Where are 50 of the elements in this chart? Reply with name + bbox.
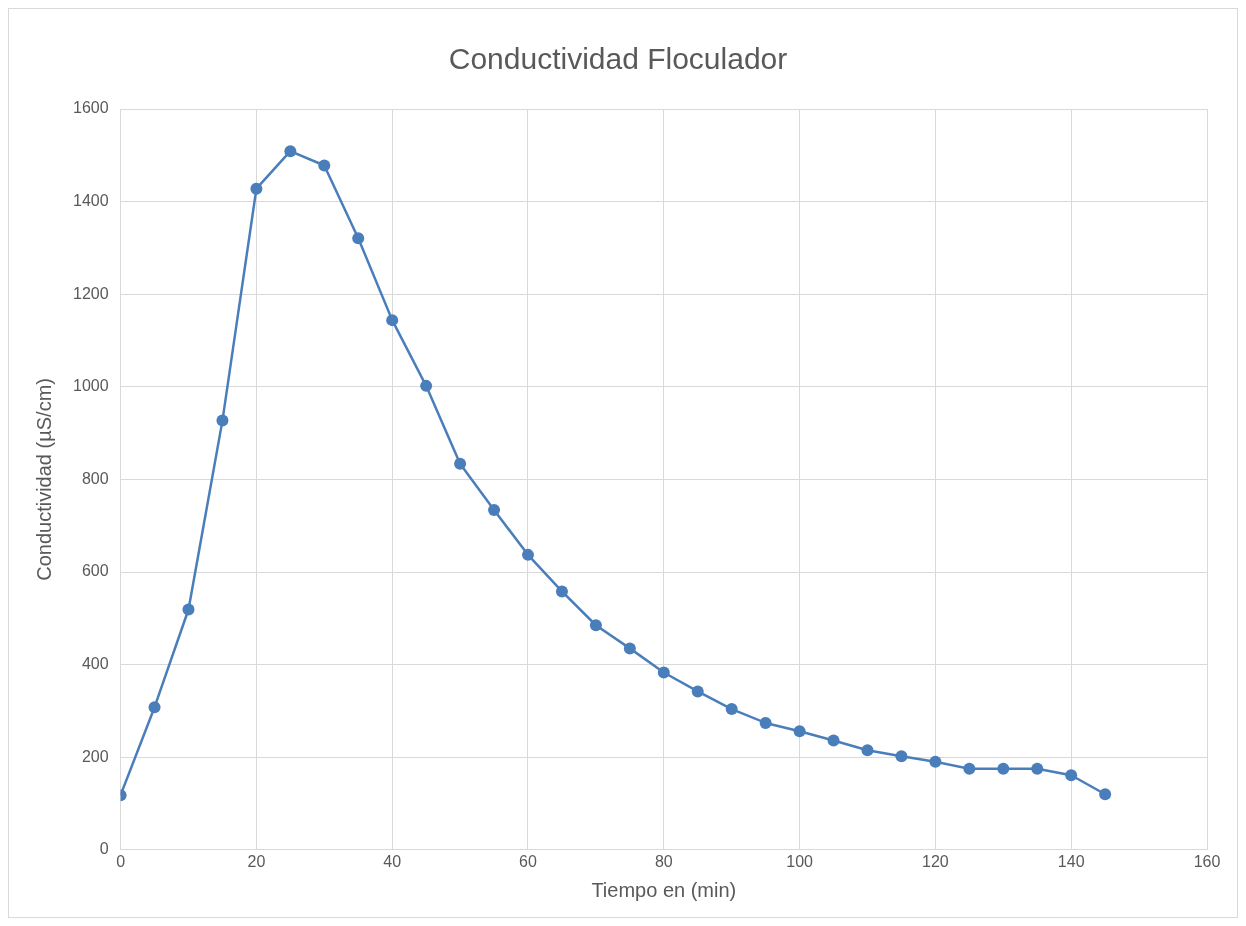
x-tick-label: 80 [654, 852, 673, 870]
point [1031, 762, 1044, 775]
point [522, 548, 534, 561]
y-tick-label: 1400 [73, 192, 109, 210]
y-tick-label: 1200 [73, 284, 109, 302]
point [691, 685, 704, 698]
y-tick-label: 1600 [73, 99, 109, 117]
point [488, 503, 501, 516]
point [1065, 769, 1078, 782]
point [895, 750, 908, 763]
y-axis-title: Conductividad (µS/cm) [32, 378, 55, 581]
point [759, 716, 772, 729]
point [318, 159, 331, 172]
point [250, 182, 263, 195]
y-tick-label: 1000 [73, 377, 109, 395]
x-tick-label: 60 [519, 852, 537, 870]
point [861, 744, 874, 757]
point [657, 666, 670, 679]
point [997, 762, 1010, 775]
y-tick-label: 800 [81, 469, 109, 487]
point [182, 603, 195, 616]
y-tick-label: 0 [99, 840, 109, 858]
x-tick-label: 0 [116, 852, 126, 870]
point [1099, 788, 1112, 801]
point [454, 457, 467, 470]
point [148, 701, 161, 714]
point [420, 379, 433, 392]
point [352, 232, 365, 245]
point [725, 703, 738, 716]
point [284, 145, 297, 158]
point [929, 755, 942, 768]
point [216, 414, 229, 427]
chart-title: Conductividad Floculador [448, 42, 788, 76]
point [963, 762, 976, 775]
x-tick-label: 40 [383, 852, 402, 870]
x-tick-label: 160 [1193, 852, 1221, 870]
point [589, 619, 602, 632]
point [793, 725, 806, 738]
point [827, 734, 840, 747]
y-tick-label: 200 [81, 747, 109, 765]
x-tick-label: 20 [247, 852, 266, 870]
point [555, 585, 568, 598]
y-tick-label: 400 [81, 655, 109, 673]
y-tick-label: 600 [81, 562, 109, 580]
point [386, 314, 399, 327]
x-axis-title: Tiempo en (min) [591, 878, 737, 901]
x-tick-label: 140 [1057, 852, 1085, 870]
x-tick-label: 100 [786, 852, 814, 870]
x-tick-label: 120 [922, 852, 949, 870]
point [623, 642, 636, 655]
